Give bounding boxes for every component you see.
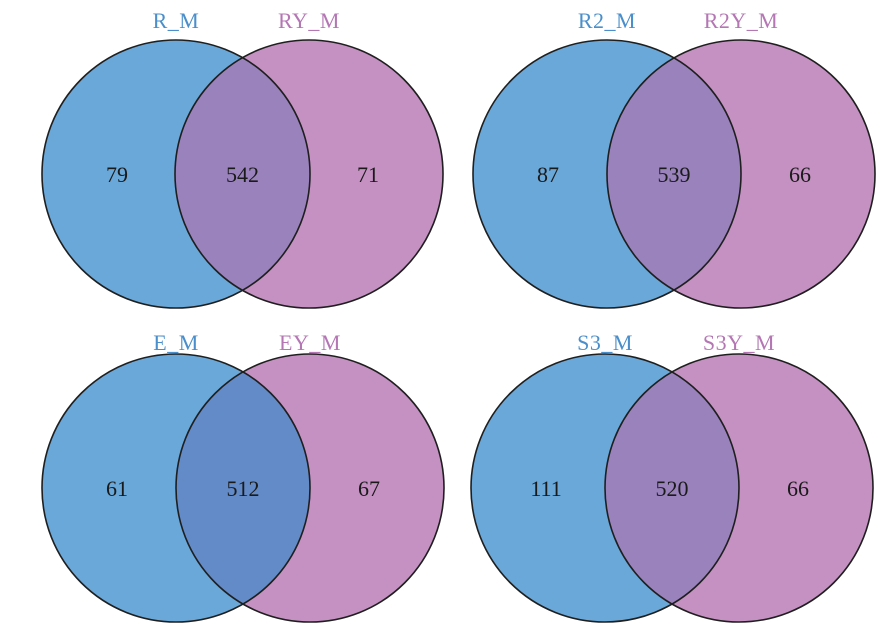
overlap-count: 542 [226,162,259,187]
left-set-outline [470,353,740,623]
overlap-region [176,354,310,622]
left-set-label: R_M [153,8,200,33]
left-only-count: 111 [530,476,561,501]
left-set-label: S3_M [577,330,633,355]
left-set-label: R2_M [578,8,636,33]
left-set-outline [472,39,742,309]
overlap-count: 520 [656,476,689,501]
right-set-label: S3Y_M [703,330,775,355]
overlap-count: 512 [227,476,260,501]
right-set-label: EY_M [279,330,341,355]
overlap-region [605,354,739,622]
right-only-count: 71 [357,162,379,187]
right-set-label: R2Y_M [704,8,779,33]
right-set-outline [604,353,874,623]
venn-diagram-1: R_M RY_M 79 542 71 [41,8,444,309]
right-only-count: 66 [789,162,811,187]
left-set-outline [41,39,311,309]
left-only-count: 61 [106,476,128,501]
right-set-outline [175,353,445,623]
overlap-region [175,40,310,308]
right-only-count: 66 [787,476,809,501]
left-only-count: 87 [537,162,559,187]
left-set-outline [41,353,311,623]
venn-diagram-2: R2_M R2Y_M 87 539 66 [472,8,876,309]
right-set-outline [606,39,876,309]
overlap-region [607,40,741,308]
left-set-label: E_M [153,330,199,355]
right-set-label: RY_M [278,8,340,33]
left-only-count: 79 [106,162,128,187]
right-only-count: 67 [358,476,380,501]
venn-diagram-4: S3_M S3Y_M 111 520 66 [470,330,874,623]
venn-diagram-3: E_M EY_M 61 512 67 [41,330,445,623]
overlap-count: 539 [658,162,691,187]
right-set-outline [174,39,444,309]
